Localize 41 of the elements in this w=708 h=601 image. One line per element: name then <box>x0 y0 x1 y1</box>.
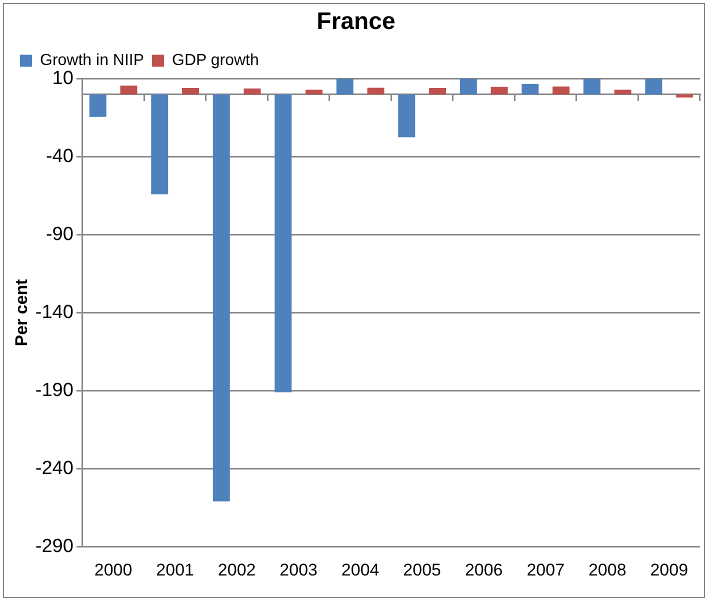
bar <box>645 78 662 94</box>
bar <box>398 94 416 138</box>
y-tick-label: -90 <box>46 224 74 245</box>
y-tick-label: -290 <box>35 536 74 557</box>
x-tick-label: 2001 <box>156 560 194 580</box>
x-tick-label: 2000 <box>94 560 132 580</box>
bar <box>120 86 138 94</box>
bar <box>429 88 446 94</box>
bar <box>522 84 539 94</box>
bar <box>306 90 323 94</box>
bar <box>212 94 230 502</box>
bar <box>89 94 106 117</box>
bar <box>336 78 354 94</box>
bar <box>244 88 261 94</box>
x-tick-label: 2007 <box>526 560 565 580</box>
chart-title: France <box>316 8 396 36</box>
bar <box>614 90 632 94</box>
x-tick-label: 2003 <box>280 560 318 580</box>
x-tick-label: 2004 <box>341 560 380 580</box>
y-axis-title: Per cent <box>12 278 31 346</box>
bar <box>552 86 570 94</box>
y-tick-label: -240 <box>35 458 74 479</box>
bar <box>460 78 477 94</box>
y-tick-label: -190 <box>35 380 74 401</box>
y-tick-label: 10 <box>52 68 74 90</box>
y-tick-label: -140 <box>35 302 74 323</box>
bar <box>583 78 600 94</box>
x-tick-label: 2005 <box>403 560 442 580</box>
x-tick-label: 2009 <box>650 560 688 580</box>
bar <box>676 94 694 98</box>
y-tick-label: -40 <box>46 146 74 167</box>
x-tick-label: 2006 <box>464 560 503 580</box>
x-tick-label: 2002 <box>218 560 256 580</box>
x-tick-label: 2008 <box>588 560 626 580</box>
bar <box>490 86 508 94</box>
bar <box>182 88 199 94</box>
bar <box>274 94 292 392</box>
bar <box>367 88 384 94</box>
bar <box>151 94 168 194</box>
legend-label: GDP growth <box>172 52 259 70</box>
legend-label: Growth in NIIP <box>40 52 144 70</box>
